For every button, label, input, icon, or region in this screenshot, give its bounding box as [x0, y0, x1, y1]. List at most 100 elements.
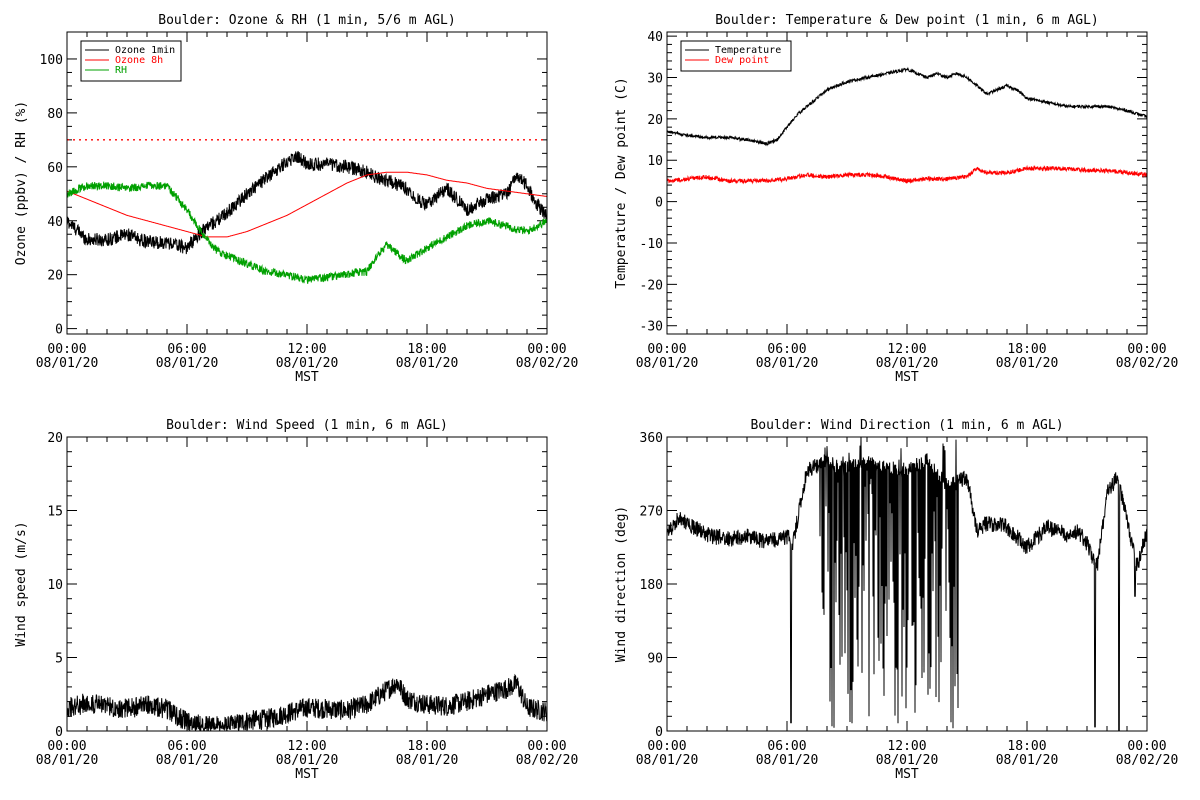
series-line-data	[67, 673, 547, 731]
legend-label: Ozone 1min	[115, 45, 175, 56]
x-axis-label: MST	[295, 370, 319, 385]
y-tick-label: 80	[47, 107, 63, 122]
x-tick-label: 08/01/20	[636, 753, 699, 768]
chart-panel-ozone-rh: Boulder: Ozone & RH (1 min, 5/6 m AGL)00…	[14, 13, 578, 385]
legend-label: Dew point	[715, 55, 769, 66]
x-tick-label: 08/01/20	[276, 753, 339, 768]
x-tick-label: 12:00	[287, 739, 326, 754]
chart-panel-temperature-dewpoint: Boulder: Temperature & Dew point (1 min,…	[614, 13, 1178, 385]
y-tick-label: 15	[47, 505, 63, 520]
x-tick-label: 00:00	[47, 739, 86, 754]
x-tick-label: 08/01/20	[156, 356, 219, 371]
chart-title: Boulder: Ozone & RH (1 min, 5/6 m AGL)	[158, 13, 455, 28]
legend-label: RH	[115, 65, 127, 76]
x-axis-label: MST	[895, 370, 919, 385]
x-tick-label: 08/02/20	[516, 356, 579, 371]
y-tick-label: 60	[47, 161, 63, 176]
chart-panel-wind-speed: Boulder: Wind Speed (1 min, 6 m AGL) 00:0…	[14, 418, 578, 782]
y-tick-label: 10	[647, 154, 663, 169]
y-tick-label: 0	[55, 725, 63, 740]
chart-title: Boulder: Temperature & Dew point (1 min,…	[715, 13, 1099, 28]
x-tick-label: 00:00	[527, 739, 566, 754]
y-tick-label: 20	[647, 113, 663, 128]
y-tick-label: 180	[640, 578, 663, 593]
x-tick-label: 08/01/20	[156, 753, 219, 768]
y-tick-label: 0	[655, 725, 663, 740]
x-tick-label: 18:00	[407, 739, 446, 754]
chart-title: Boulder: Wind Direction (1 min, 6 m AGL)	[750, 418, 1063, 433]
x-tick-label: 08/01/20	[756, 753, 819, 768]
y-tick-label: 0	[55, 323, 63, 338]
series-line-data	[667, 437, 1147, 731]
x-tick-label: 08/01/20	[876, 753, 939, 768]
x-tick-label: 00:00	[47, 342, 86, 357]
x-tick-label: 18:00	[1007, 342, 1046, 357]
legend-box	[680, 40, 792, 72]
x-tick-label: 08/01/20	[36, 356, 99, 371]
x-tick-label: 06:00	[767, 342, 806, 357]
plot-frame	[666, 31, 1148, 335]
y-tick-label: 270	[640, 505, 663, 520]
y-tick-label: 40	[47, 215, 63, 230]
y-axis-label: Wind speed (m/s)	[14, 521, 29, 646]
y-tick-label: 10	[47, 578, 63, 593]
y-tick-label: 20	[47, 431, 63, 446]
x-tick-label: 12:00	[887, 342, 926, 357]
y-tick-label: -10	[640, 237, 663, 252]
chart-title: Boulder: Wind Speed (1 min, 6 m AGL)	[166, 418, 448, 433]
x-tick-label: 08/01/20	[756, 356, 819, 371]
plot-frame	[66, 31, 548, 335]
y-tick-label: 100	[40, 53, 63, 68]
x-tick-label: 08/01/20	[396, 356, 459, 371]
x-tick-label: 08/01/20	[996, 356, 1059, 371]
x-tick-label: 08/02/20	[516, 753, 579, 768]
y-tick-label: -20	[640, 278, 663, 293]
x-tick-label: 00:00	[527, 342, 566, 357]
x-tick-label: 08/02/20	[1116, 356, 1179, 371]
x-axis-label: MST	[895, 767, 919, 782]
y-tick-label: 20	[47, 269, 63, 284]
x-tick-label: 12:00	[287, 342, 326, 357]
series-line-temperature	[667, 66, 1147, 147]
legend-label: Temperature	[715, 45, 781, 56]
chart-panel-wind-direction: Boulder: Wind Direction (1 min, 6 m AGL)…	[614, 418, 1178, 782]
y-tick-label: 5	[55, 652, 63, 667]
x-tick-label: 18:00	[407, 342, 446, 357]
series-line-ozone-1min	[67, 150, 547, 255]
x-tick-label: 06:00	[767, 739, 806, 754]
y-tick-label: 30	[647, 72, 663, 87]
y-tick-label: 40	[647, 30, 663, 45]
x-tick-label: 00:00	[1127, 739, 1166, 754]
series-line-dew-point	[667, 164, 1147, 185]
x-tick-label: 08/01/20	[36, 753, 99, 768]
x-tick-label: 08/01/20	[636, 356, 699, 371]
x-tick-label: 18:00	[1007, 739, 1046, 754]
x-tick-label: 12:00	[887, 739, 926, 754]
x-tick-label: 08/01/20	[876, 356, 939, 371]
y-tick-label: -30	[640, 320, 663, 335]
y-tick-label: 360	[640, 431, 663, 446]
x-tick-label: 00:00	[647, 739, 686, 754]
x-tick-label: 08/01/20	[396, 753, 459, 768]
plot-frame	[666, 436, 1148, 732]
legend-label: Ozone 8h	[115, 55, 163, 66]
series-line-rh	[67, 181, 547, 284]
x-tick-label: 06:00	[167, 342, 206, 357]
x-tick-label: 08/02/20	[1116, 753, 1179, 768]
series-line-ozone-8h	[67, 171, 547, 238]
y-axis-label: Wind direction (deg)	[614, 506, 629, 663]
x-tick-label: 00:00	[647, 342, 686, 357]
plot-frame	[66, 436, 548, 732]
y-axis-label: Temperature / Dew point (C)	[614, 77, 629, 288]
y-tick-label: 90	[647, 652, 663, 667]
x-tick-label: 00:00	[1127, 342, 1166, 357]
y-tick-label: 0	[655, 196, 663, 211]
x-tick-label: 08/01/20	[276, 356, 339, 371]
y-axis-label: Ozone (ppbv) / RH (%)	[14, 101, 29, 265]
legend-box	[80, 40, 182, 82]
x-tick-label: 06:00	[167, 739, 206, 754]
